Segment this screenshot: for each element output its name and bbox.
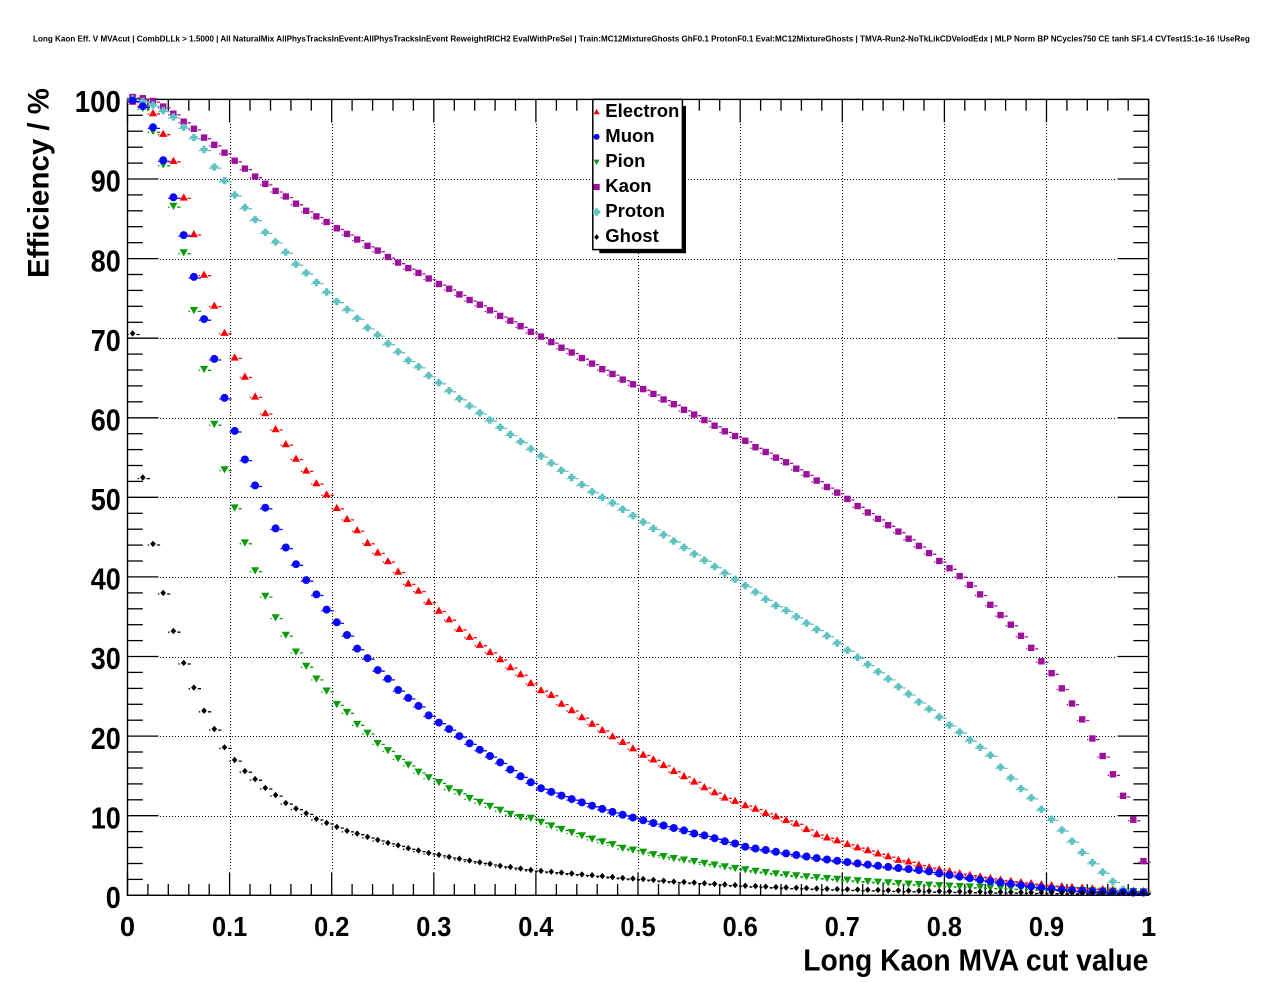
svg-text:Efficiency / %: Efficiency / % bbox=[23, 88, 56, 278]
svg-text:Muon: Muon bbox=[605, 125, 654, 146]
svg-text:Kaon: Kaon bbox=[605, 175, 651, 196]
svg-text:80: 80 bbox=[91, 244, 121, 278]
svg-text:Ghost: Ghost bbox=[605, 225, 658, 246]
svg-text:90: 90 bbox=[91, 165, 121, 199]
svg-text:0.2: 0.2 bbox=[314, 911, 349, 942]
svg-text:Long Kaon MVA cut value: Long Kaon MVA cut value bbox=[803, 942, 1148, 977]
svg-text:Electron: Electron bbox=[605, 100, 679, 121]
svg-text:0.1: 0.1 bbox=[212, 911, 247, 942]
svg-text:0.6: 0.6 bbox=[723, 911, 758, 942]
svg-text:20: 20 bbox=[91, 722, 121, 756]
svg-text:30: 30 bbox=[91, 642, 121, 676]
svg-text:0.5: 0.5 bbox=[620, 911, 655, 942]
svg-text:60: 60 bbox=[91, 404, 121, 438]
svg-text:Proton: Proton bbox=[605, 200, 665, 221]
svg-text:0.3: 0.3 bbox=[416, 911, 451, 942]
svg-text:0.4: 0.4 bbox=[518, 911, 554, 942]
svg-text:0.8: 0.8 bbox=[927, 911, 962, 942]
svg-text:10: 10 bbox=[91, 801, 121, 835]
svg-text:70: 70 bbox=[91, 324, 121, 358]
svg-text:1: 1 bbox=[1141, 911, 1156, 942]
svg-text:0: 0 bbox=[120, 911, 135, 942]
svg-text:100: 100 bbox=[75, 85, 121, 119]
svg-text:50: 50 bbox=[91, 483, 121, 517]
svg-text:0.9: 0.9 bbox=[1029, 911, 1064, 942]
svg-text:Pion: Pion bbox=[605, 150, 645, 171]
svg-text:Long Kaon Eff. V MVAcut | Comb: Long Kaon Eff. V MVAcut | CombDLLk > 1.5… bbox=[33, 34, 1250, 43]
svg-text:0: 0 bbox=[106, 881, 121, 915]
svg-text:40: 40 bbox=[91, 563, 121, 597]
svg-text:0.7: 0.7 bbox=[825, 911, 860, 942]
